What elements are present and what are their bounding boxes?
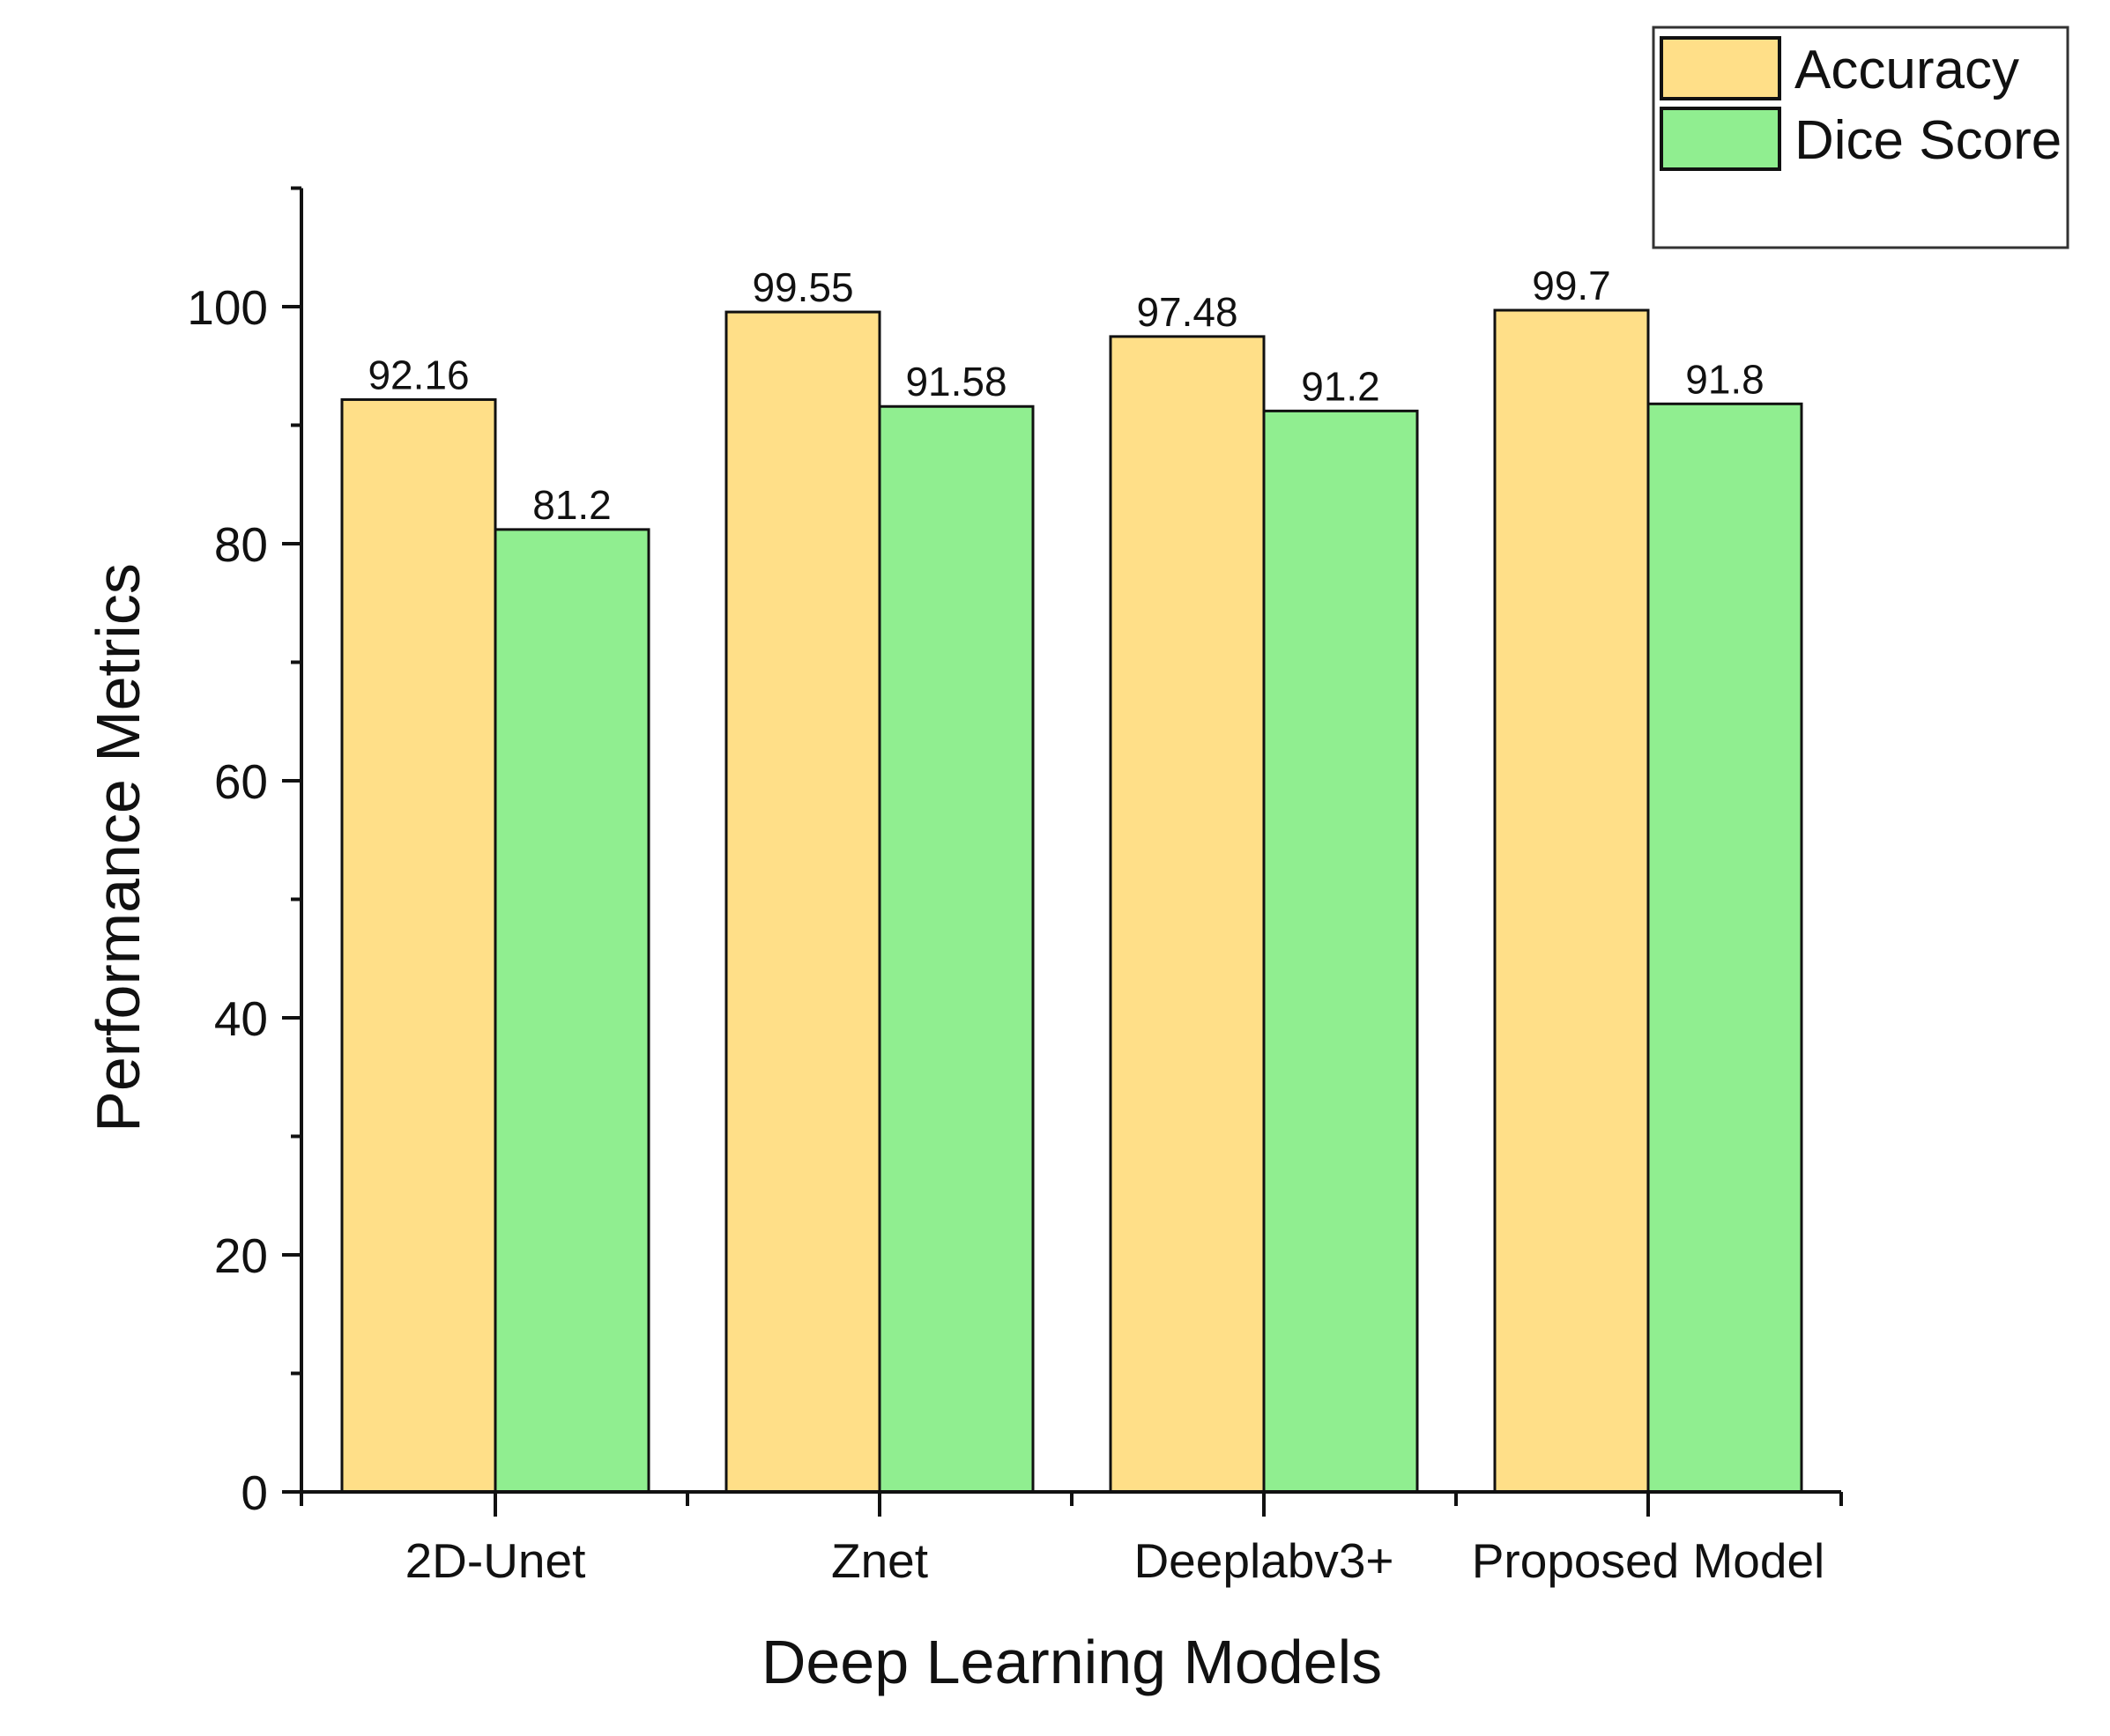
- data-label: 91.8: [1685, 356, 1765, 402]
- y-tick-label: 80: [214, 517, 268, 572]
- y-tick-label: 100: [187, 280, 268, 335]
- y-tick-label: 20: [214, 1228, 268, 1283]
- data-label: 99.7: [1532, 263, 1611, 308]
- x-tick-label: Deeplabv3+: [1133, 1533, 1393, 1588]
- data-label: 91.58: [905, 359, 1007, 404]
- axes-layer: 2D-Unet Znet Deeplabv3+ Proposed Model 0 20 40…: [187, 186, 1843, 1588]
- bar-accuracy-3: [1109, 335, 1266, 1494]
- y-tick-label: 0: [241, 1465, 268, 1520]
- x-axis-title: Deep Learning Models: [762, 1628, 1382, 1696]
- x-tick-label: Znet: [831, 1533, 928, 1588]
- legend-swatch-dice-score: [1660, 107, 1781, 171]
- y-tick-label: 60: [214, 754, 268, 809]
- y-axis-title: Performance Metrics: [84, 563, 152, 1132]
- data-label: 97.48: [1136, 289, 1237, 335]
- data-label: 99.55: [752, 264, 853, 310]
- bars-layer: 92.16 81.2 99.55 91.58 97.48 91.2 99.7 91.8: [340, 263, 1803, 1494]
- legend-label-dice-score: Dice Score: [1794, 110, 2062, 171]
- bar-dice-score-3: [1262, 409, 1419, 1494]
- bar-accuracy-2: [724, 310, 881, 1494]
- bar-dice-score-4: [1646, 402, 1803, 1494]
- data-label: 91.2: [1301, 363, 1380, 409]
- legend-swatch-accuracy: [1660, 36, 1781, 100]
- bar-dice-score-2: [878, 404, 1035, 1494]
- bar-accuracy-4: [1493, 308, 1650, 1494]
- x-tick-label: Proposed Model: [1472, 1533, 1825, 1588]
- bar-dice-score-1: [494, 528, 650, 1494]
- data-label: 81.2: [532, 482, 612, 528]
- bar-accuracy-1: [340, 397, 497, 1494]
- legend: Accuracy Dice Score: [1652, 26, 2069, 249]
- y-tick-label: 40: [214, 991, 268, 1046]
- data-label: 92.16: [368, 352, 469, 397]
- legend-label-accuracy: Accuracy: [1794, 40, 2019, 100]
- x-tick-label: 2D-Unet: [405, 1533, 586, 1588]
